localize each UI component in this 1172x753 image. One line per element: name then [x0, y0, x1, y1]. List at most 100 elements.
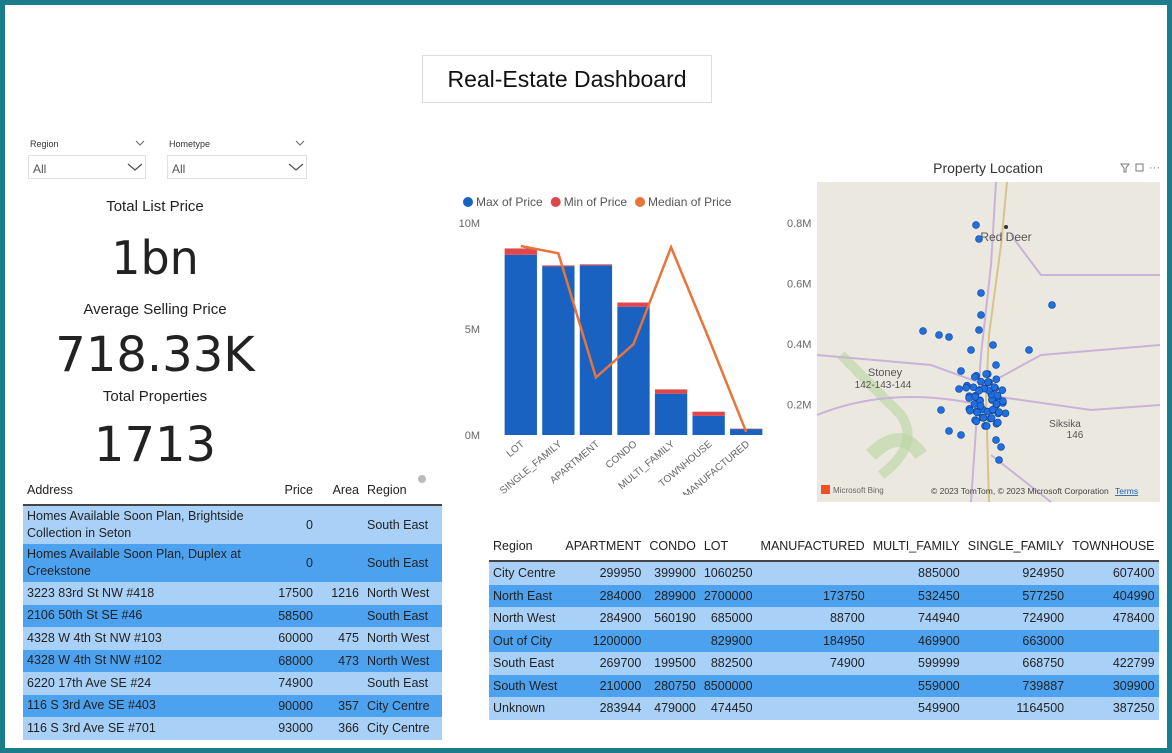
- y2-tick-label: 0.4M: [787, 339, 811, 351]
- table-cell: Homes Available Soon Plan, Brightside Co…: [27, 509, 244, 540]
- table-cell: 309900: [1112, 678, 1155, 693]
- table-cell: South East: [367, 556, 429, 570]
- table-cell: 882500: [710, 656, 753, 671]
- table-cell: 668750: [1022, 656, 1065, 671]
- location-dot: [973, 408, 981, 417]
- table-cell: [757, 561, 869, 585]
- table-cell: 284900: [599, 611, 642, 626]
- table-cell: 3223 83rd St NW #418: [27, 585, 155, 600]
- table-cell: [317, 605, 363, 628]
- map-terms: Terms: [1115, 486, 1138, 496]
- table-cell: Out of City: [493, 633, 553, 648]
- location-dot: [975, 235, 983, 243]
- legend-swatch: [463, 197, 473, 207]
- bar: [730, 429, 763, 435]
- table-cell: 924950: [1022, 566, 1065, 581]
- location-dot: [977, 377, 985, 386]
- y-tick-label: 5M: [465, 324, 480, 336]
- place-label: Red Deer: [980, 230, 1031, 244]
- road: [1010, 234, 1160, 276]
- table-cell: 284000: [599, 588, 642, 603]
- bing-logo: [821, 485, 830, 494]
- table-cell: 366: [338, 721, 359, 736]
- location-dot: [987, 414, 996, 422]
- table-cell: 60000: [278, 631, 313, 646]
- location-dot: [993, 391, 1002, 400]
- table-cell: 478400: [1112, 611, 1155, 626]
- card-label: Average Selling Price: [83, 301, 227, 318]
- bar: [617, 302, 650, 307]
- bar: [542, 265, 575, 267]
- table-row: Homes Available Soon Plan, Duplex at Cre…: [23, 544, 442, 582]
- bar: [579, 264, 613, 266]
- table-cell: 4328 W 4th St NW #102: [27, 653, 162, 668]
- location-dot: [989, 341, 997, 349]
- matrix-table: Region APARTMENT CONDO LOT MANUFACTURED MULTI…: [489, 532, 1159, 720]
- table-cell: 0: [306, 556, 313, 570]
- table-cell: [757, 697, 869, 720]
- filter-dropdown[interactable]: All: [28, 155, 146, 179]
- table-cell: City Centre: [493, 566, 556, 581]
- city-dot: [1004, 225, 1008, 229]
- table-cell: 1200000: [592, 633, 642, 648]
- location-dot: [990, 383, 999, 391]
- column-header: MANUFACTURED: [756, 532, 869, 562]
- bar: [692, 415, 725, 435]
- table-cell: 184950: [822, 633, 865, 648]
- location-dot: [995, 408, 1003, 416]
- address-table: Address Price Area Region Homes Available So…: [23, 475, 442, 740]
- map-logo: Microsoft Bing: [833, 486, 884, 495]
- table-cell: 474450: [710, 701, 753, 716]
- highway: [984, 181, 1008, 503]
- y-tick-label: 10M: [459, 218, 480, 230]
- terrain: [837, 351, 913, 479]
- table-cell: 280750: [654, 678, 696, 693]
- location-dot: [937, 406, 945, 414]
- table-row: 3223 83rd St NW #418 17500 1216 North West: [23, 582, 442, 605]
- location-dot: [995, 456, 1003, 464]
- header-row: Region APARTMENT CONDO LOT MANUFACTURED MULTI…: [489, 532, 1159, 562]
- card-label: Total List Price: [106, 198, 204, 215]
- header-row: Address Price Area Region: [23, 475, 442, 506]
- location-dot: [999, 397, 1007, 405]
- chevron: [288, 163, 304, 171]
- bar: [654, 393, 688, 435]
- table-cell: 2106 50th St SE #46: [27, 608, 143, 623]
- location-dot: [945, 333, 953, 341]
- table-row: Unknown 283944 479000 474450 549900 1164500 38…: [489, 697, 1159, 720]
- table-cell: 210000: [599, 678, 642, 693]
- location-dot: [998, 386, 1007, 395]
- table-cell: [757, 675, 869, 698]
- column-header: MULTI_FAMILY: [868, 532, 964, 562]
- table-row: City Centre 299950 399900 1060250 885000 9249…: [489, 561, 1159, 585]
- table-cell: 607400: [1112, 566, 1155, 581]
- filter-dropdown[interactable]: All: [167, 155, 307, 179]
- location-dot: [997, 443, 1005, 451]
- y2-tick-label: 0.2M: [787, 400, 811, 412]
- road: [985, 394, 1161, 412]
- resize-handle: [418, 475, 426, 483]
- legend-label: Min of Price: [564, 195, 628, 209]
- table-cell: [1068, 630, 1158, 653]
- y-tick-label: 0M: [465, 430, 480, 442]
- column-header: APARTMENT: [561, 532, 646, 562]
- table-row: South West 210000 280750 8500000 559000 73988…: [489, 674, 1159, 698]
- table-cell: 17500: [278, 586, 313, 601]
- chevron: [135, 140, 145, 146]
- location-dot: [935, 331, 943, 339]
- terrain: [866, 433, 927, 461]
- column-header: TOWNHOUSE: [1068, 532, 1159, 562]
- location-dot: [1048, 301, 1056, 309]
- table-cell: 422799: [1112, 656, 1155, 671]
- table-cell: 1216: [331, 586, 359, 601]
- table-cell: North West: [493, 611, 556, 626]
- location-dot: [972, 417, 981, 426]
- location-dot: [1025, 346, 1033, 354]
- map-title: Property Location: [933, 160, 1043, 176]
- filter-label: Region: [30, 139, 59, 149]
- location-dot: [992, 375, 1001, 384]
- filter-label: Hometype: [169, 139, 211, 149]
- table-cell: 68000: [278, 653, 313, 668]
- more-icon: ···: [1149, 162, 1160, 174]
